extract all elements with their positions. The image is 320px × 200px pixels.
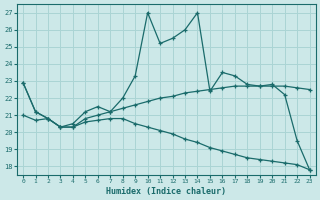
X-axis label: Humidex (Indice chaleur): Humidex (Indice chaleur) — [106, 187, 226, 196]
